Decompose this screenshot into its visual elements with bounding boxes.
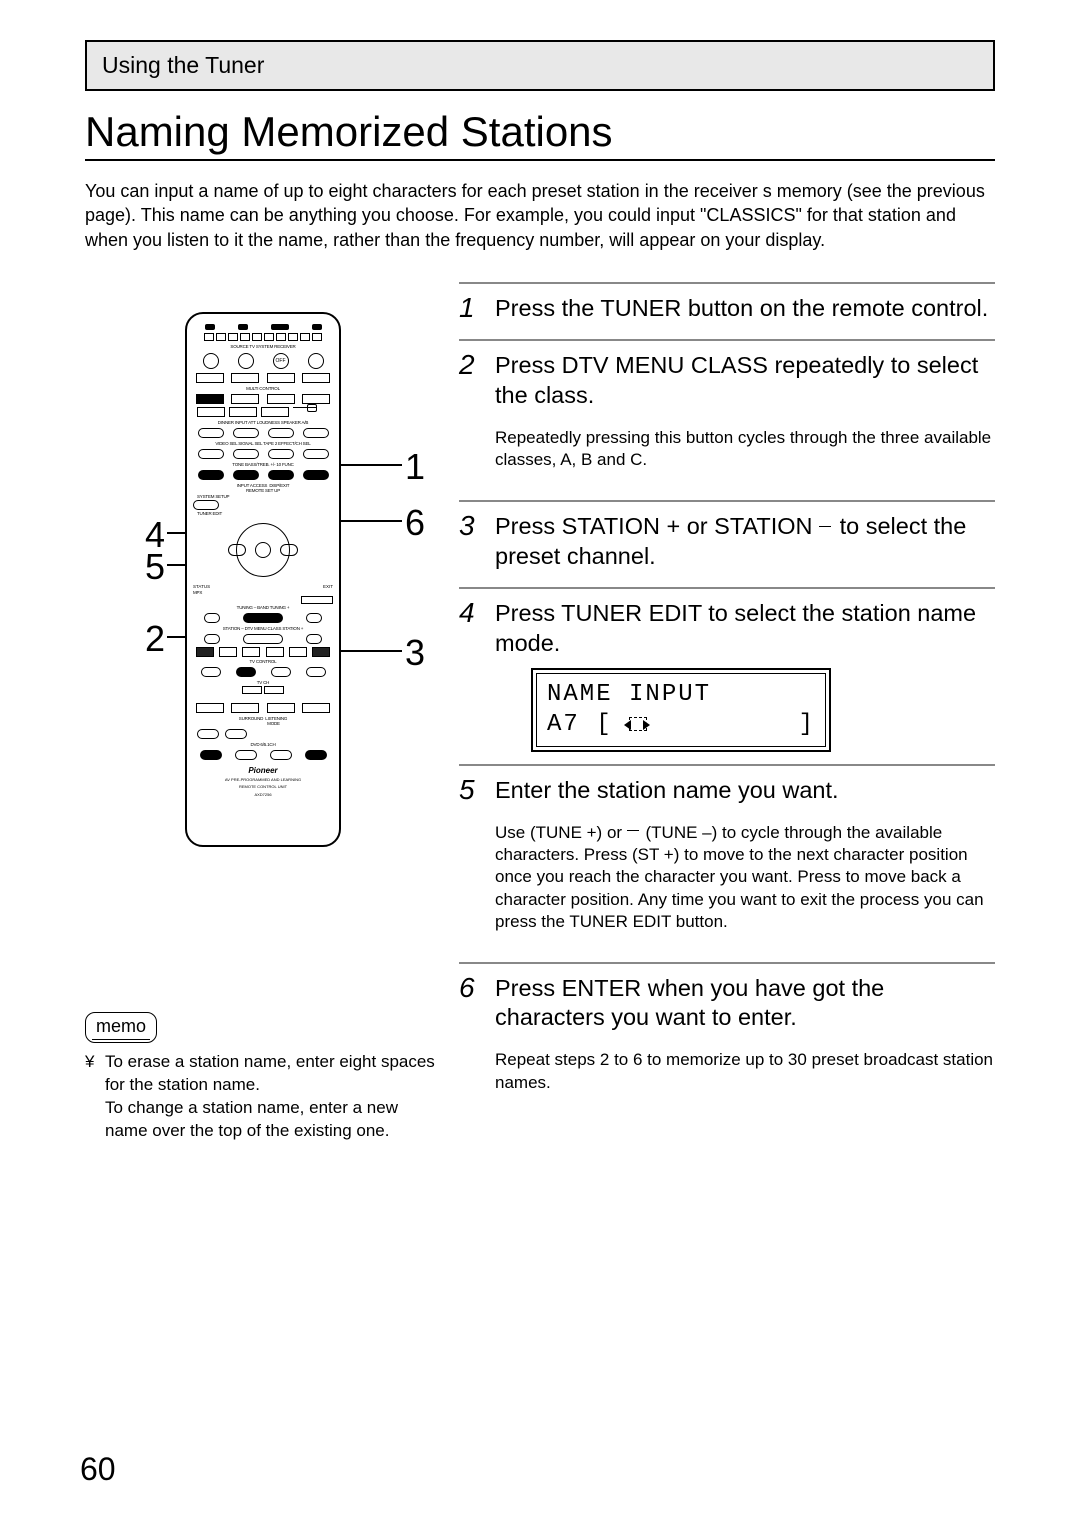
remote-label: MPX <box>193 590 333 595</box>
remote-label: DINNER INPUT ATT LOUDNESS SPEAKER A/B <box>193 420 333 425</box>
memo-badge: memo <box>85 1012 157 1043</box>
step-number: 1 <box>459 294 481 327</box>
step-number: 4 <box>459 599 481 752</box>
brand-logo: Pioneer <box>193 766 333 775</box>
page-title: Naming Memorized Stations <box>85 109 995 161</box>
remote-label: TONE BASS/TREB. +/- 10 FUNC <box>193 462 333 467</box>
remote-label: MULTI CONTROL <box>193 386 333 391</box>
step-title: Press ENTER when you have got the charac… <box>495 974 995 1033</box>
steps-list: 1 Press the TUNER button on the remote c… <box>459 282 995 1123</box>
display-line2-post: ] <box>799 710 815 740</box>
step-title: Press DTV MENU CLASS repeatedly to selec… <box>495 351 995 410</box>
callout-5: 5 <box>145 546 165 588</box>
memo-item: To change a station name, enter a new na… <box>105 1097 445 1143</box>
step-title: Enter the station name you want. <box>495 776 995 805</box>
step-5: 5 Enter the station name you want. Use (… <box>459 764 995 962</box>
callout-2: 2 <box>145 618 165 660</box>
display-line2-pre: A7 [ <box>547 710 613 740</box>
remote-label: INPUT ACCESS DISP/EXIT REMOTE SET UP <box>193 483 333 493</box>
cursor-icon <box>619 715 655 735</box>
remote-label: STATION – DTV MENU CLASS STATION + <box>193 626 333 631</box>
remote-control: SOURCE TV SYSTEM RECEIVER OFF MULTI CONT… <box>185 312 341 847</box>
remote-label: SURROUND LISTENING MODE <box>193 716 333 726</box>
step-subtext: Repeatedly pressing this button cycles t… <box>495 427 995 471</box>
arrow-icon <box>627 824 641 838</box>
remote-label: TUNING – BAND TUNING + <box>193 605 333 610</box>
step-1: 1 Press the TUNER button on the remote c… <box>459 282 995 339</box>
remote-label: TV CONTROL <box>193 659 333 664</box>
remote-label: STATUS <box>193 584 210 589</box>
display-line1: NAME INPUT <box>547 680 815 710</box>
remote-label: TUNER EDIT <box>193 511 333 516</box>
remote-label: VIDEO SEL SIGNAL SEL TAPE 2 EFFECT/CH SE… <box>193 441 333 446</box>
step-2: 2 Press DTV MENU CLASS repeatedly to sel… <box>459 339 995 500</box>
step-4: 4 Press TUNER EDIT to select the station… <box>459 587 995 764</box>
remote-label: AXD7256 <box>193 793 333 797</box>
minus-arrow-icon <box>819 520 833 534</box>
remote-label: REMOTE CONTROL UNIT <box>193 785 333 789</box>
bullet-icon: ¥ <box>85 1051 97 1143</box>
step-number: 6 <box>459 974 481 1111</box>
step-subtext: Repeat steps 2 to 6 to memorize up to 30… <box>495 1049 995 1093</box>
remote-label: EXIT <box>323 584 333 589</box>
remote-illustration: 1 6 4 5 2 3 SOURCE TV SYSTEM RECEIVER OF… <box>85 312 435 892</box>
memo-section: memo ¥ To erase a station name, enter ei… <box>85 1012 445 1143</box>
step-title: Press TUNER EDIT to select the station n… <box>495 599 995 658</box>
intro-paragraph: You can input a name of up to eight char… <box>85 179 995 252</box>
step-6: 6 Press ENTER when you have got the char… <box>459 962 995 1123</box>
step-title: Press the TUNER button on the remote con… <box>495 294 995 323</box>
step-number: 2 <box>459 351 481 488</box>
remote-label: SOURCE TV SYSTEM RECEIVER <box>193 344 333 349</box>
section-header: Using the Tuner <box>85 40 995 91</box>
callout-6: 6 <box>405 502 425 544</box>
lcd-display: NAME INPUT A7 [ ] <box>531 668 831 752</box>
remote-label: AV PRE-PROGRAMMED AND LEARNING <box>193 778 333 782</box>
remote-label: SYSTEM SETUP <box>193 494 333 499</box>
memo-item: To erase a station name, enter eight spa… <box>105 1051 445 1097</box>
page-number: 60 <box>80 1451 116 1488</box>
step-number: 3 <box>459 512 481 575</box>
step-3: 3 Press STATION + or STATION to select t… <box>459 500 995 587</box>
remote-label: DVD 6/5.1CH <box>193 742 333 747</box>
section-title: Using the Tuner <box>102 52 264 78</box>
callout-3: 3 <box>405 632 425 674</box>
remote-label: TV CH <box>193 680 333 685</box>
callout-1: 1 <box>405 446 425 488</box>
step-title: Press STATION + or STATION to select the… <box>495 512 995 571</box>
step-number: 5 <box>459 776 481 950</box>
step-subtext: Use (TUNE +) or (TUNE –) to cycle throug… <box>495 822 995 932</box>
